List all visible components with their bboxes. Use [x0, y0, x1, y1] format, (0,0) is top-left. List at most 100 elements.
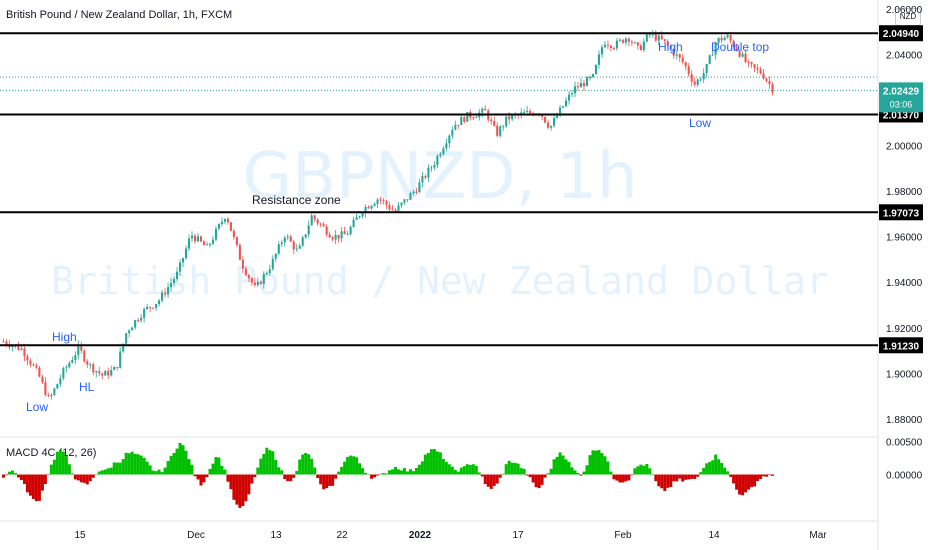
candle-body	[615, 40, 618, 49]
time-tick-label: 22	[336, 530, 348, 541]
macd-bar-negative	[528, 474, 532, 478]
candle-body	[544, 116, 547, 123]
macd-bar-positive	[178, 443, 182, 475]
candle-body	[370, 205, 373, 209]
candle-body	[639, 45, 642, 51]
countdown-label: 03:06	[890, 99, 913, 109]
candle-body	[541, 114, 544, 117]
candle-body	[424, 176, 427, 178]
candle-body	[331, 237, 334, 240]
candle-body	[361, 212, 364, 217]
macd-bar-positive	[103, 469, 107, 475]
macd-bar-negative	[46, 474, 50, 476]
macd-bar-positive	[426, 452, 430, 475]
candle-body	[496, 125, 499, 136]
candle-body	[547, 122, 550, 128]
macd-bar-positive	[429, 449, 433, 475]
macd-bar-positive	[7, 471, 11, 475]
macd-bar-negative	[690, 474, 694, 479]
candle-body	[675, 54, 678, 56]
macd-bar-negative	[687, 474, 691, 480]
candle-body	[5, 341, 8, 345]
price-tick-label: 2.06000	[886, 5, 923, 16]
candle-body	[597, 54, 601, 65]
time-tick-label: Mar	[809, 530, 827, 541]
macd-bar-negative	[681, 474, 685, 482]
macd-bar-positive	[699, 472, 703, 475]
macd-bar-negative	[492, 474, 496, 486]
macd-bar-positive	[295, 470, 299, 475]
macd-bar-positive	[94, 474, 98, 475]
candle-body	[669, 45, 672, 50]
candle-body	[561, 106, 565, 108]
macd-bar-positive	[157, 469, 161, 475]
macd-bar-positive	[582, 471, 586, 475]
macd-bar-positive	[402, 468, 406, 475]
macd-bar-positive	[154, 471, 158, 475]
candle-body	[256, 281, 259, 286]
chart-annotation: Double top	[711, 40, 769, 54]
macd-bar-negative	[250, 474, 254, 484]
macd-bar-negative	[495, 474, 499, 484]
candle-body	[559, 107, 562, 116]
candle-body	[119, 351, 122, 368]
macd-axis[interactable]: 0.00500 0.00000	[886, 437, 923, 481]
macd-bar-negative	[666, 474, 670, 488]
candle-body	[391, 209, 394, 211]
macd-bar-positive	[501, 473, 505, 475]
macd-bar-negative	[735, 474, 739, 490]
macd-bar-positive	[70, 473, 74, 475]
candle-body	[672, 49, 675, 56]
macd-bar-positive	[423, 454, 427, 475]
macd-bar-positive	[208, 468, 212, 475]
macd-bar-positive	[576, 472, 580, 475]
macd-bar-negative	[376, 474, 380, 476]
candle-body	[307, 225, 310, 235]
macd-bar-positive	[259, 458, 263, 475]
macd-bar-positive	[441, 458, 445, 475]
candle-body	[439, 154, 442, 157]
macd-bar-positive	[609, 471, 613, 475]
candle-body	[220, 221, 223, 224]
macd-bar-negative	[756, 474, 760, 481]
candle-body	[62, 368, 65, 379]
macd-bar-negative	[579, 474, 583, 476]
candle-body	[286, 236, 289, 238]
candle-body	[364, 207, 367, 213]
time-tick-label: 14	[708, 530, 720, 541]
candle-body	[143, 308, 146, 318]
macd-bar-positive	[160, 472, 164, 475]
candle-body	[654, 33, 657, 41]
currency-badge[interactable]: NZD	[895, 8, 921, 26]
candle-body	[573, 86, 577, 94]
macd-bar-positive	[633, 468, 637, 475]
chart-annotation: HL	[79, 380, 95, 394]
macd-bar-positive	[516, 463, 520, 475]
candle-body	[110, 369, 113, 376]
macd-bar-negative	[657, 474, 661, 487]
macd-bar-negative	[684, 474, 688, 480]
macd-bar-negative	[660, 474, 664, 489]
macd-bar-negative	[612, 474, 616, 480]
candle-body	[508, 116, 511, 120]
macd-bar-positive	[648, 468, 652, 475]
candle-body	[594, 64, 598, 75]
price-tick-label: 1.92000	[886, 324, 923, 335]
macd-bar-positive	[720, 462, 724, 475]
macd-bar-positive	[477, 472, 481, 475]
macd-bar-negative	[750, 474, 754, 488]
candle-body	[2, 341, 5, 343]
time-tick-label: 13	[270, 530, 282, 541]
candle-body	[442, 148, 445, 155]
macd-bar-positive	[459, 467, 463, 475]
time-axis[interactable]: 15 Dec 13 22 2022 17 Feb 14 Mar	[74, 530, 827, 541]
macd-bar-negative	[19, 474, 23, 481]
candle-body	[98, 371, 101, 374]
macd-bar-positive	[64, 456, 68, 475]
macd-bar-positive	[112, 462, 116, 475]
horizontal-levels[interactable]	[0, 32, 878, 347]
macd-bar-negative	[40, 474, 44, 491]
macd-bar-positive	[298, 459, 302, 475]
macd-bar-negative	[82, 474, 86, 483]
